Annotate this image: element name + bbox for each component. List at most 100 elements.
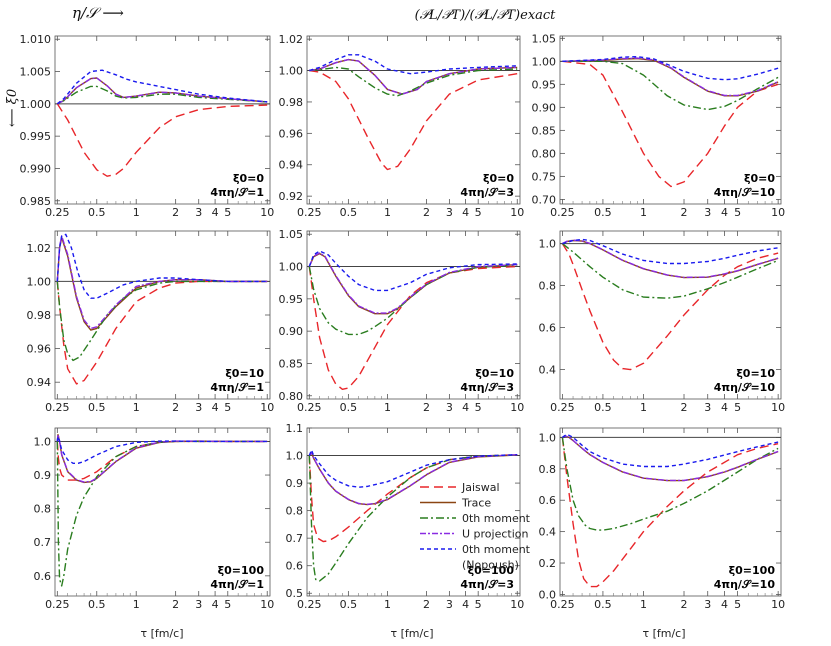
header-center-label: (𝒫L/𝒫T)/(𝒫L/𝒫T)exact — [415, 8, 557, 23]
legend-label-1: Trace — [461, 497, 491, 510]
y-tick-label: 0.8 — [286, 505, 304, 518]
x-tick-label: 4 — [212, 401, 219, 414]
x-tick-label: 5 — [224, 598, 231, 611]
y-tick-label: 0.6 — [34, 570, 52, 583]
panel-annotation-xi: ξ0=0 — [744, 172, 775, 185]
x-tick-label: 3 — [195, 206, 202, 219]
y-tick-label: 0.80 — [279, 390, 304, 403]
series-line-u-projection — [56, 235, 268, 330]
x-tick-label: 0.5 — [340, 206, 358, 219]
series-line-0th-moment-nopoush — [308, 250, 518, 292]
panel-annotation-eta: 4πη/𝒮=3 — [460, 381, 514, 394]
x-tick-label: 2 — [172, 401, 179, 414]
y-tick-label: 0.7 — [34, 536, 52, 549]
y-tick-label: 0.90 — [279, 325, 304, 338]
panel-r3c2: 0.50.60.70.80.91.01.10.25 0.5 1 2 3 4 5 10ξ0=10… — [286, 422, 525, 611]
x-tick-label: 4 — [721, 401, 728, 414]
x-tick-label: 3 — [704, 598, 711, 611]
x-tick-label: 4 — [212, 598, 219, 611]
y-tick-label: 0.96 — [27, 343, 52, 356]
panel-annotation-eta: 4πη/𝒮=10 — [714, 578, 776, 591]
series-line-u-projection — [56, 77, 268, 105]
panel-r3c1: 0.6 0.7 0.8 0.9 1.0 0.25 0.5 1 2 3 4 5 10 ξ0=1004πη/𝒮… — [34, 427, 274, 611]
y-tick-label: 1.0 — [539, 431, 557, 444]
panel-annotation-eta: 4πη/𝒮=3 — [460, 578, 514, 591]
y-tick-label: 1.02 — [27, 242, 52, 255]
series-line-0th-moment — [309, 66, 518, 97]
x-tick-label: 1 — [384, 598, 391, 611]
x-tick-label: 10 — [510, 598, 524, 611]
panel-annotation-xi: ξ0=10 — [736, 367, 775, 380]
x-tick-label: 10 — [771, 206, 785, 219]
series-line-jaiswal — [562, 60, 779, 188]
y-tick-label: 0.94 — [279, 159, 304, 172]
series-line-jaiswal — [56, 280, 268, 385]
x-tick-label: 5 — [475, 598, 482, 611]
y-tick-label: 1.00 — [532, 55, 557, 68]
legend-sublabel: (Nopoush) — [462, 559, 519, 572]
x-tick-label: 10 — [771, 598, 785, 611]
y-tick-label: 0.8 — [34, 503, 52, 516]
x-tick-label: 3 — [704, 206, 711, 219]
y-tick-label: 1.02 — [279, 33, 304, 46]
x-tick-label: 0.25 — [297, 598, 322, 611]
x-tick-label: 2 — [423, 598, 430, 611]
panel-r1c1: 0.985 0.990 0.995 1.000 1.005 1.010 0.25 0.5 1 2 3… — [20, 33, 275, 219]
x-tick-label: 1 — [133, 206, 140, 219]
plot-frame — [559, 427, 782, 597]
panel-annotation-xi: ξ0=10 — [225, 367, 264, 380]
x-tick-label: 0.25 — [45, 206, 70, 219]
panel-annotation-eta: 4πη/𝒮=3 — [460, 186, 514, 199]
x-tick-label: 0.5 — [594, 401, 612, 414]
x-tick-label: 2 — [423, 206, 430, 219]
x-tick-label: 0.25 — [550, 206, 575, 219]
legend: Jaiswal Trace 0th moment U projection 0th mo… — [420, 481, 531, 572]
x-tick-label: 4 — [462, 401, 469, 414]
panel-annotation-xi: ξ0=100 — [729, 564, 776, 577]
panel-r1c2: 0.92 0.94 0.96 0.98 1.00 1.02 0.25 0.5 1 2 3 4 5 10 ξ0… — [279, 33, 525, 219]
header-left-label: η/𝒮 ⟶ — [72, 4, 124, 22]
series-line-0th-moment — [308, 454, 518, 582]
x-axis-labels: τ [fm/c] τ [fm/c] τ [fm/c] — [140, 627, 685, 640]
plot-frame — [54, 35, 271, 205]
legend-label-0: Jaiswal — [461, 481, 500, 494]
y-tick-label: 1.0 — [34, 435, 52, 448]
plot-frame — [306, 230, 521, 400]
x-tick-label: 3 — [704, 401, 711, 414]
x-tick-label: 10 — [771, 401, 785, 414]
x-tick-label: 10 — [260, 598, 274, 611]
x-tick-label: 3 — [195, 401, 202, 414]
x-tick-label: 1 — [133, 401, 140, 414]
series-line-0th-moment-nopoush — [562, 433, 779, 468]
x-tick-label: 1 — [640, 206, 647, 219]
series-line-0th-moment — [562, 60, 779, 111]
y-tick-label: 1.00 — [27, 275, 52, 288]
x-tick-label: 0.5 — [594, 206, 612, 219]
x-tick-label: 5 — [224, 401, 231, 414]
series-line-u-projection — [308, 451, 518, 505]
y-tick-label: 1.0 — [286, 450, 304, 463]
y-tick-label: 0.95 — [279, 293, 304, 306]
series-line-0th-moment-nopoush — [309, 54, 518, 75]
x-tick-label: 3 — [446, 598, 453, 611]
x-tick-label: 3 — [446, 206, 453, 219]
x-tick-label: 0.5 — [594, 598, 612, 611]
panel-r3c3: 0.0 0.2 0.4 0.6 0.8 1.0 0.25 0.5 1 2 3 4 5 10 ξ0=1004π… — [539, 427, 785, 611]
x-tick-label: 2 — [423, 401, 430, 414]
y-tick-label: 0.6 — [286, 560, 304, 573]
panel-annotation-xi: ξ0=0 — [483, 172, 514, 185]
x-axis-label-col-2: τ [fm/c] — [390, 627, 433, 640]
legend-label-4: 0th moment — [462, 543, 531, 556]
x-tick-label: 0.25 — [297, 206, 322, 219]
y-tick-label: 0.70 — [532, 193, 557, 206]
x-tick-label: 0.5 — [340, 401, 358, 414]
x-tick-label: 0.25 — [550, 401, 575, 414]
y-tick-label: 1.00 — [279, 65, 304, 78]
y-tick-label: 0.985 — [20, 195, 52, 208]
x-tick-label: 1 — [640, 598, 647, 611]
x-tick-label: 0.5 — [88, 598, 106, 611]
series-line-0th-moment-nopoush — [562, 238, 779, 265]
x-tick-label: 0.25 — [297, 401, 322, 414]
